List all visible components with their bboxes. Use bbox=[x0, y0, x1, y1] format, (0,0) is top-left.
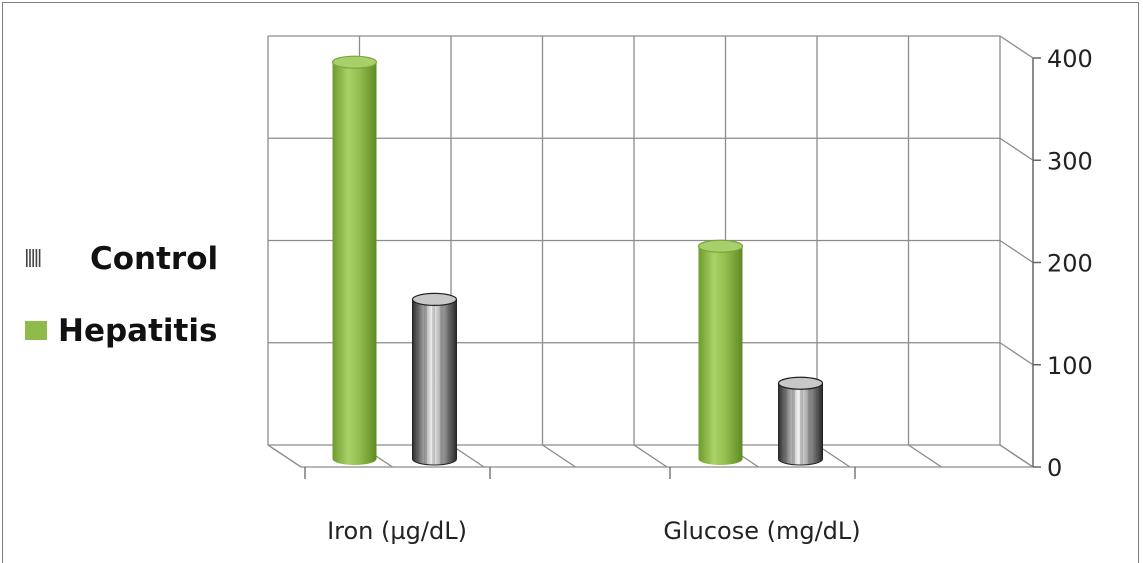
gridline-floor bbox=[999, 444, 1034, 468]
legend-swatch-stripe bbox=[26, 249, 28, 267]
bar-hepatitis-0 bbox=[331, 55, 378, 465]
bar-top bbox=[331, 55, 378, 69]
legend-swatch-stripe bbox=[32, 249, 34, 267]
bar-hepatitis-1 bbox=[697, 239, 744, 465]
y-tick-label: 100 bbox=[1047, 352, 1093, 380]
y-tick-label: 300 bbox=[1047, 147, 1093, 175]
gridline-right-depth bbox=[999, 35, 1034, 59]
legend-swatch-stripe bbox=[29, 249, 31, 267]
x-tick-label: Iron (µg/dL) bbox=[327, 517, 467, 545]
bar-body bbox=[332, 62, 377, 465]
legend-swatch-stripe bbox=[38, 249, 41, 267]
x-tick-label: Glucose (mg/dL) bbox=[663, 517, 860, 545]
legend-item-hepatitis: Hepatitis bbox=[25, 313, 217, 349]
bar-stripes bbox=[412, 299, 457, 465]
gridline-floor bbox=[542, 444, 576, 468]
bar-top bbox=[697, 239, 744, 253]
gridline-right-depth bbox=[999, 137, 1034, 161]
gridline-floor bbox=[633, 444, 668, 468]
floor-left-edge bbox=[267, 444, 302, 468]
y-tick-label: 400 bbox=[1047, 45, 1093, 73]
bar-top bbox=[777, 376, 824, 390]
bar-control-1 bbox=[777, 376, 824, 466]
gridline-right-depth bbox=[999, 239, 1034, 264]
gridline-right-depth bbox=[999, 342, 1034, 366]
legend-label: Hepatitis bbox=[58, 313, 217, 349]
legend-swatch bbox=[25, 321, 47, 340]
bar-stripes bbox=[778, 383, 823, 465]
bar-control-0 bbox=[411, 292, 458, 466]
y-tick-label: 0 bbox=[1047, 454, 1062, 482]
y-tick-label: 200 bbox=[1047, 250, 1093, 278]
legend-label: Control bbox=[90, 241, 218, 277]
bar-top bbox=[411, 292, 458, 306]
gridline-floor bbox=[908, 444, 942, 468]
legend-item-control: Control bbox=[26, 241, 218, 277]
bar-body bbox=[698, 246, 743, 465]
legend-swatch-stripe bbox=[35, 249, 38, 267]
